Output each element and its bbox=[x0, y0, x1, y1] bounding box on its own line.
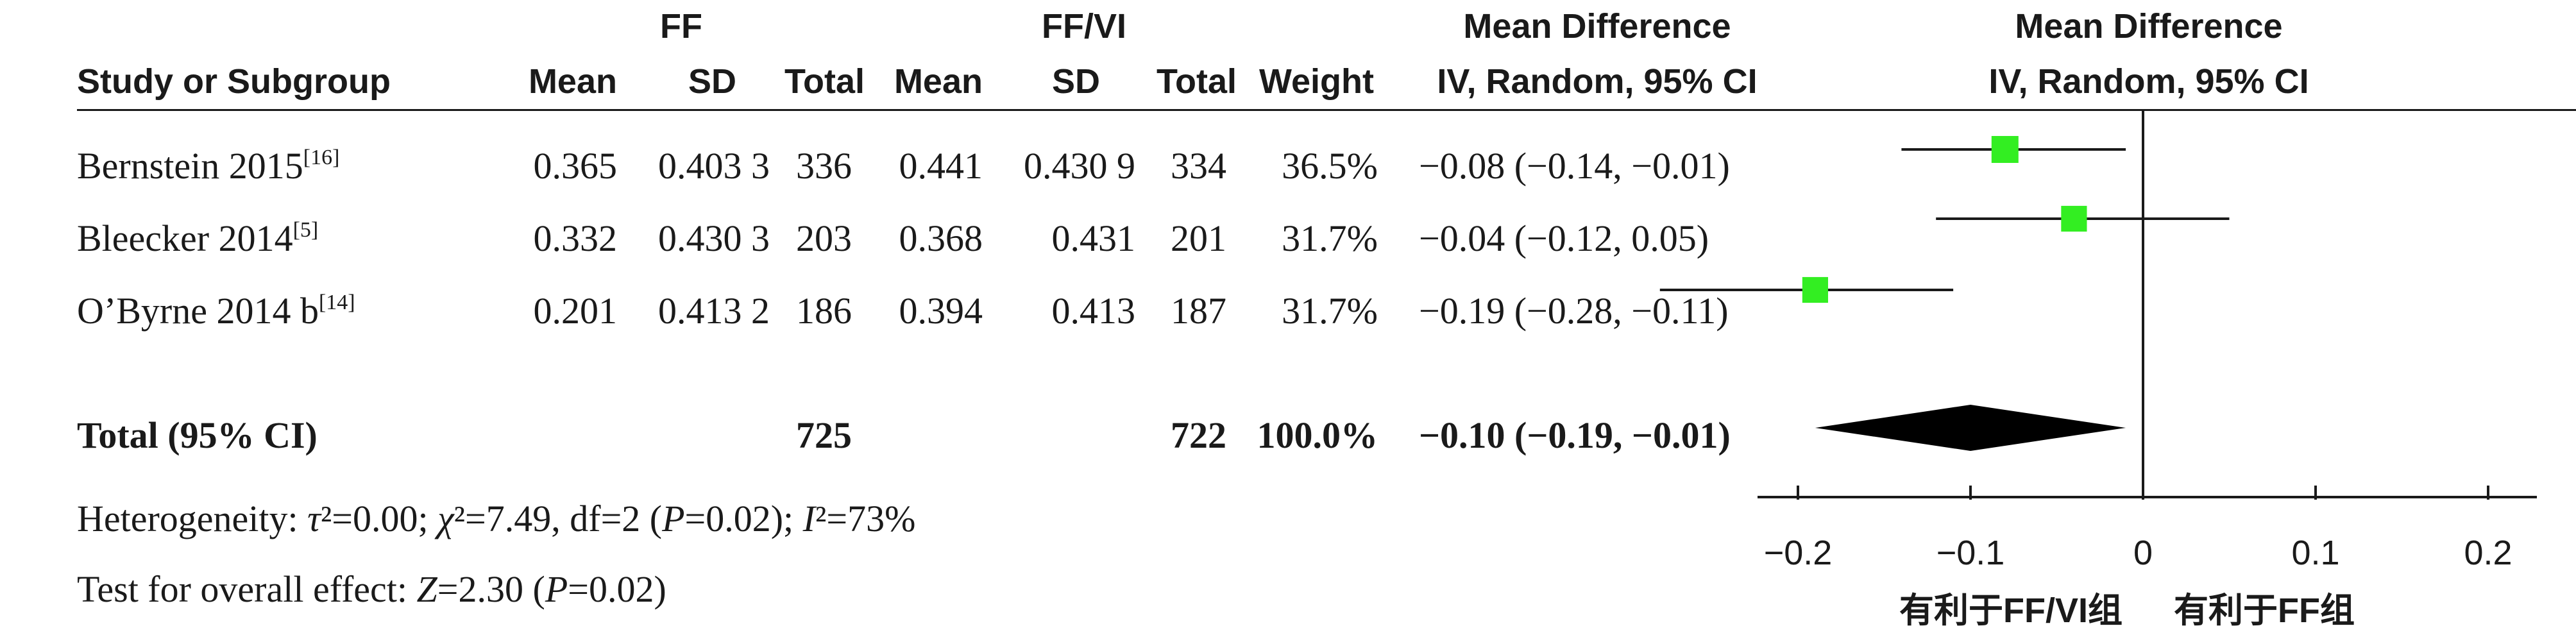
cell-mean1: 0.201 bbox=[533, 290, 618, 332]
cell-ci: −0.04 (−0.12, 0.05) bbox=[1419, 217, 1709, 259]
cell-sd1: 0.413 2 bbox=[658, 290, 770, 332]
col-mean2-header: Mean bbox=[894, 62, 983, 101]
x-tick-label: −0.2 bbox=[1763, 534, 1833, 572]
cell-mean1: 0.332 bbox=[533, 217, 618, 259]
col-study-header: Study or Subgroup bbox=[77, 62, 391, 101]
cell-sd1: 0.403 3 bbox=[658, 145, 770, 187]
total-n1: 725 bbox=[796, 414, 852, 456]
cell-total1: 186 bbox=[796, 290, 852, 332]
total-label: Total (95% CI) bbox=[77, 414, 318, 456]
col-sd1-header: SD bbox=[688, 62, 736, 101]
cell-weight: 31.7% bbox=[1282, 217, 1378, 259]
cell-weight: 36.5% bbox=[1282, 145, 1378, 187]
cell-mean2: 0.441 bbox=[899, 145, 983, 187]
cell-sd1: 0.430 3 bbox=[658, 217, 770, 259]
cell-total2: 334 bbox=[1171, 145, 1226, 187]
x-tick-label: 0.2 bbox=[2464, 534, 2512, 572]
group2-header: FF/VI bbox=[1042, 7, 1126, 46]
overall-effect-text: Test for overall effect: Z=2.30 (P=0.02) bbox=[77, 568, 666, 610]
cell-sd2: 0.413 bbox=[1051, 290, 1136, 332]
cell-ci: −0.19 (−0.28, −0.11) bbox=[1419, 290, 1729, 332]
group1-header: FF bbox=[660, 7, 702, 46]
cell-mean2: 0.368 bbox=[899, 217, 983, 259]
header-rule bbox=[77, 109, 2576, 111]
col-mean1-header: Mean bbox=[528, 62, 617, 101]
effect-marker bbox=[2061, 205, 2087, 232]
cell-total1: 336 bbox=[796, 145, 852, 187]
plot-header-sub: IV, Random, 95% CI bbox=[1988, 62, 2309, 101]
col-total2-header: Total bbox=[1157, 62, 1237, 101]
total-weight: 100.0% bbox=[1257, 414, 1378, 456]
col-total1-header: Total bbox=[784, 62, 865, 101]
cell-sd2: 0.431 bbox=[1051, 217, 1136, 259]
effect-marker bbox=[1802, 276, 1828, 303]
cell-sd2: 0.430 9 bbox=[1024, 145, 1135, 187]
total-ci: −0.10 (−0.19, −0.01) bbox=[1419, 414, 1731, 456]
favours-left-label: 有利于FF/VI组 bbox=[1899, 591, 2123, 630]
md-header-sub: IV, Random, 95% CI bbox=[1437, 62, 1758, 101]
favours-right-label: 有利于FF组 bbox=[2174, 591, 2355, 630]
cell-ci: −0.08 (−0.14, −0.01) bbox=[1419, 145, 1730, 187]
total-n2: 722 bbox=[1171, 414, 1226, 456]
cell-total2: 201 bbox=[1171, 217, 1226, 259]
col-sd2-header: SD bbox=[1051, 62, 1100, 101]
x-tick-label: −0.1 bbox=[1936, 534, 2005, 572]
plot-header-title: Mean Difference bbox=[2015, 7, 2283, 46]
cell-weight: 31.7% bbox=[1282, 290, 1378, 332]
study-name: Bernstein 2015[16] bbox=[77, 145, 340, 187]
pooled-diamond bbox=[1815, 405, 2126, 451]
effect-marker bbox=[1991, 136, 2019, 163]
md-header-title: Mean Difference bbox=[1463, 7, 1731, 46]
col-weight-header: Weight bbox=[1259, 62, 1374, 101]
cell-total1: 203 bbox=[796, 217, 852, 259]
cell-mean1: 0.365 bbox=[533, 145, 618, 187]
x-tick-label: 0 bbox=[2133, 534, 2153, 572]
cell-total2: 187 bbox=[1171, 290, 1226, 332]
study-name: O’Byrne 2014 b[14] bbox=[77, 290, 355, 332]
x-tick-label: 0.1 bbox=[2291, 534, 2340, 572]
cell-mean2: 0.394 bbox=[899, 290, 983, 332]
heterogeneity-text: Heterogeneity: τ²=0.00; χ²=7.49, df=2 (P… bbox=[77, 498, 916, 539]
study-name: Bleecker 2014[5] bbox=[77, 217, 319, 259]
